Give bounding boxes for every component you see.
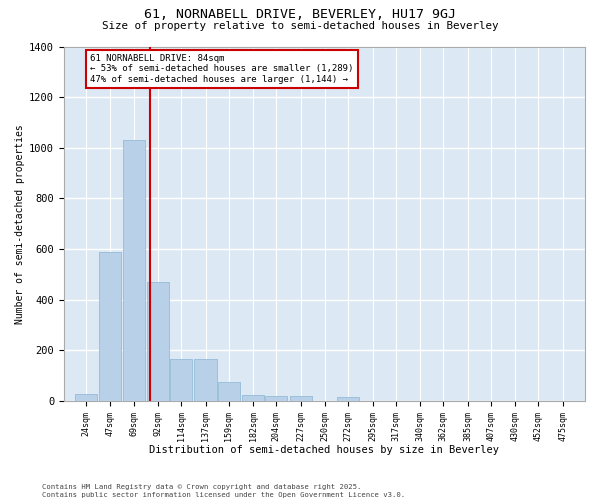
Text: Size of property relative to semi-detached houses in Beverley: Size of property relative to semi-detach… xyxy=(102,21,498,31)
Text: 61, NORNABELL DRIVE, BEVERLEY, HU17 9GJ: 61, NORNABELL DRIVE, BEVERLEY, HU17 9GJ xyxy=(144,8,456,20)
Bar xyxy=(122,140,145,401)
Bar xyxy=(147,282,169,401)
Bar xyxy=(242,395,264,401)
Bar xyxy=(99,252,121,401)
Bar xyxy=(75,394,97,401)
Bar xyxy=(170,360,193,401)
X-axis label: Distribution of semi-detached houses by size in Beverley: Distribution of semi-detached houses by … xyxy=(149,445,499,455)
Bar xyxy=(194,360,217,401)
Text: Contains HM Land Registry data © Crown copyright and database right 2025.
Contai: Contains HM Land Registry data © Crown c… xyxy=(42,484,405,498)
Bar xyxy=(337,396,359,401)
Y-axis label: Number of semi-detached properties: Number of semi-detached properties xyxy=(15,124,25,324)
Bar xyxy=(218,382,240,401)
Text: 61 NORNABELL DRIVE: 84sqm
← 53% of semi-detached houses are smaller (1,289)
47% : 61 NORNABELL DRIVE: 84sqm ← 53% of semi-… xyxy=(91,54,353,84)
Bar xyxy=(290,396,312,401)
Bar xyxy=(265,396,287,401)
